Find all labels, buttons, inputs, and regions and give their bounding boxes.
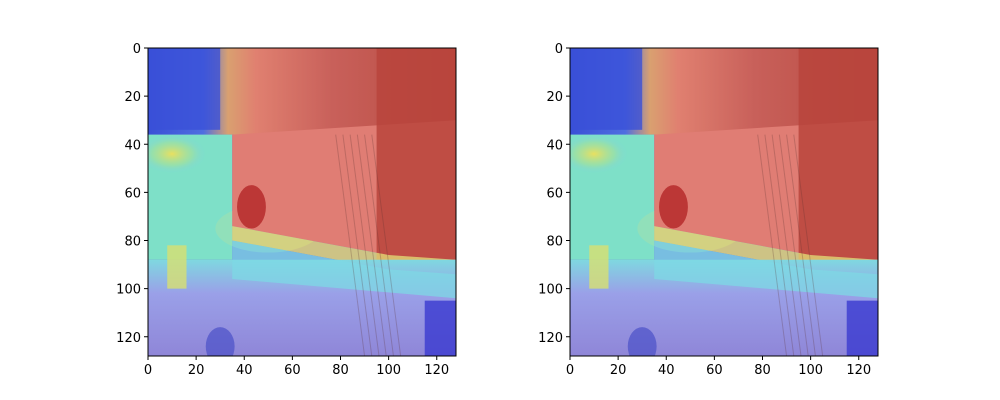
heatmap-panel-2: 0 20 40 60 80 100 120 0 20 40 60 80 100 120 [538, 42, 879, 378]
y-tick-label: 40 [546, 138, 563, 153]
x-tick-label: 0 [144, 363, 152, 378]
x-tick-label: 60 [284, 363, 301, 378]
y-tick-label: 0 [133, 42, 141, 57]
y-tick-label: 60 [124, 186, 141, 201]
y-tick-label: 40 [124, 138, 141, 153]
x-tick-label: 20 [610, 363, 627, 378]
y-tick-label: 80 [124, 235, 141, 250]
x-tick-label: 80 [332, 363, 349, 378]
y-tick-label: 100 [538, 283, 563, 298]
x-tick-label: 100 [376, 363, 401, 378]
y-tick-label: 80 [546, 235, 563, 250]
y-tick-label: 20 [124, 90, 141, 105]
y-tick-label: 20 [546, 90, 563, 105]
x-tick-label: 100 [798, 363, 823, 378]
y-tick-label: 120 [116, 331, 141, 346]
heatmap-image [148, 48, 456, 356]
x-tick-label: 40 [658, 363, 675, 378]
y-tick-label: 120 [538, 331, 563, 346]
heatmap-image [570, 48, 878, 356]
axes-frame [147, 47, 457, 357]
x-tick-label: 120 [424, 363, 449, 378]
x-tick-label: 120 [846, 363, 871, 378]
x-tick-label: 20 [188, 363, 205, 378]
x-tick-label: 0 [566, 363, 574, 378]
y-tick-label: 0 [555, 42, 563, 57]
x-tick-label: 80 [754, 363, 771, 378]
axes-frame [569, 47, 879, 357]
x-tick-label: 60 [706, 363, 723, 378]
heatmap-panel-1: 0 20 40 60 80 100 120 0 20 40 60 80 100 120 [116, 42, 457, 378]
y-tick-label: 100 [116, 283, 141, 298]
x-tick-label: 40 [236, 363, 253, 378]
y-tick-label: 60 [546, 186, 563, 201]
